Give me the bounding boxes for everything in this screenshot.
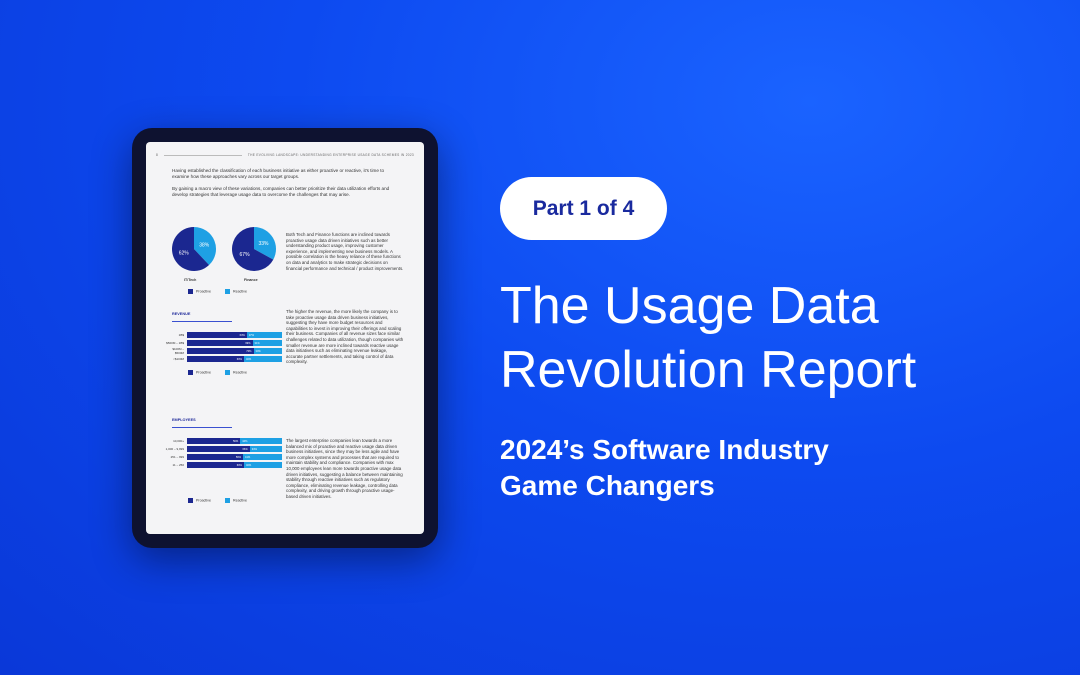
text-functions: Both Tech and Finance functions are incl…	[286, 232, 404, 271]
employees-bar-label: 10,000+	[173, 439, 184, 443]
legend-reactive: Reactive	[224, 498, 247, 503]
employees-bar-reactive: 44%	[240, 438, 282, 444]
pie-label-finance: Finance	[244, 278, 258, 282]
revenue-title: REVENUE	[172, 312, 191, 316]
text-employees: The largest enterprise companies lean to…	[286, 438, 403, 499]
employees-legend: Proactive Reactive	[188, 498, 247, 503]
pie-it-tech-slice-proactive	[172, 227, 210, 271]
pie-chart-it-tech: 38% 62%	[172, 227, 216, 271]
revenue-bar-reactive: 31%	[252, 340, 282, 346]
revenue-bar-track: 70% 30%	[187, 348, 282, 354]
revenue-bar-row: 1B$ 63% 37%	[164, 332, 282, 338]
revenue-bar-label: 1B$	[178, 333, 184, 337]
pie-it-tech-slice-reactive	[194, 227, 216, 266]
employees-title: EMPLOYEES	[172, 418, 196, 422]
employees-bar-proactive: 66%	[187, 446, 250, 452]
legend-reactive-label: Reactive	[232, 289, 247, 294]
employees-rule	[172, 427, 232, 428]
revenue-bar-reactive: 40%	[244, 356, 282, 362]
legend-reactive-label: Reactive	[232, 370, 247, 375]
legend-swatch-reactive	[224, 289, 230, 294]
legend-reactive: Reactive	[224, 289, 247, 294]
legend-proactive-label: Proactive	[196, 370, 211, 375]
employees-bars: 10,000+ 56% 44% 1,000 – 9,999 66% 34% 251 – 99…	[164, 438, 282, 470]
legend-swatch-proactive	[188, 498, 193, 503]
employees-bar-reactive: 40%	[244, 462, 282, 468]
employees-bar-proactive: 60%	[187, 462, 244, 468]
report-page-preview: 8 THE EVOLVING LANDSCAPE: UNDERSTANDING …	[146, 142, 424, 534]
pie-finance-label-reactive: 33%	[258, 241, 269, 247]
employees-bar-track: 56% 44%	[187, 438, 282, 444]
subtitle-line-2: Game Changers	[500, 470, 715, 501]
pie-it-tech-label-proactive: 62%	[179, 251, 190, 257]
part-badge: Part 1 of 4	[500, 177, 667, 240]
revenue-bar-track: 69% 31%	[187, 340, 282, 346]
report-title: The Usage Data Revolution Report	[500, 274, 1060, 402]
revenue-bar-row: $100M – $500M 70% 30%	[164, 347, 282, 355]
revenue-bar-proactive: 60%	[187, 356, 244, 362]
employees-bar-label: 251 – 999	[170, 455, 184, 459]
legend-reactive: Reactive	[224, 370, 247, 375]
revenue-bar-label: $100M – $500M	[172, 347, 184, 355]
revenue-bars: 1B$ 63% 37% $500M – 1B$ 69% 31% $100M – $500M 7…	[164, 332, 282, 364]
revenue-bar-track: 60% 40%	[187, 356, 282, 362]
revenue-bar-label: $500M – 1B$	[166, 341, 184, 345]
intro-paragraph-2: By gaining a macro view of these variati…	[172, 186, 390, 197]
employees-bar-track: 66% 34%	[187, 446, 282, 452]
employees-bar-track: 60% 40%	[187, 462, 282, 468]
revenue-bar-proactive: 70%	[187, 348, 254, 354]
title-line-2: Revolution Report	[500, 341, 917, 399]
employees-bar-label: 1,000 – 9,999	[165, 447, 184, 451]
employees-bar-track: 59% 41%	[187, 454, 282, 460]
pie-it-tech-label-reactive: 38%	[199, 242, 210, 248]
employees-bar-row: 10,000+ 56% 44%	[164, 438, 282, 444]
revenue-bar-proactive: 69%	[187, 340, 253, 346]
employees-bar-reactive: 34%	[249, 446, 282, 452]
doc-header-title: THE EVOLVING LANDSCAPE: UNDERSTANDING EN…	[247, 153, 414, 157]
title-line-1: The Usage Data	[500, 277, 879, 335]
intro-paragraph-1: Having established the classification of…	[172, 168, 385, 179]
revenue-bar-proactive: 63%	[187, 332, 247, 338]
employees-bar-reactive: 41%	[243, 454, 282, 460]
legend-swatch-proactive	[188, 289, 193, 294]
revenue-legend: Proactive Reactive	[188, 370, 247, 375]
page-number: 8	[156, 153, 159, 157]
subtitle-line-1: 2024’s Software Industry	[500, 434, 829, 465]
pie-finance-label-proactive: 67%	[240, 252, 251, 258]
revenue-bar-row: <$100M 60% 40%	[164, 356, 282, 362]
employees-bar-row: 1,000 – 9,999 66% 34%	[164, 446, 282, 452]
legend-proactive: Proactive	[188, 289, 211, 294]
header-rule	[164, 154, 242, 156]
doc-header: 8 THE EVOLVING LANDSCAPE: UNDERSTANDING …	[156, 150, 414, 160]
employees-bar-proactive: 56%	[187, 438, 241, 444]
pie-finance-slice-reactive	[254, 227, 276, 260]
legend-proactive-label: Proactive	[196, 289, 211, 294]
legend-swatch-reactive	[224, 498, 230, 503]
pie-label-it-tech: IT/Tech	[184, 278, 197, 282]
employees-bar-row: 251 – 999 59% 41%	[164, 454, 282, 460]
employees-bar-proactive: 59%	[187, 454, 244, 460]
revenue-bar-row: $500M – 1B$ 69% 31%	[164, 340, 282, 346]
pie-finance-slice-proactive	[232, 227, 274, 271]
pie-legend: Proactive Reactive	[188, 289, 247, 294]
revenue-bar-label: <$100M	[173, 357, 184, 361]
tablet-device: 8 THE EVOLVING LANDSCAPE: UNDERSTANDING …	[132, 128, 438, 548]
employees-bar-label: 11 – 250	[172, 463, 184, 467]
legend-proactive-label: Proactive	[196, 498, 211, 503]
pie-chart-finance: 33% 67%	[232, 227, 276, 271]
revenue-bar-reactive: 30%	[253, 348, 282, 354]
legend-proactive: Proactive	[188, 498, 211, 503]
revenue-bar-track: 63% 37%	[187, 332, 282, 338]
text-revenue: The higher the revenue, the more likely …	[286, 309, 404, 365]
legend-swatch-reactive	[224, 370, 230, 375]
legend-swatch-proactive	[188, 370, 193, 375]
report-subtitle: 2024’s Software Industry Game Changers	[500, 432, 1020, 504]
revenue-bar-reactive: 37%	[246, 332, 282, 338]
revenue-rule	[172, 321, 232, 322]
legend-reactive-label: Reactive	[232, 498, 247, 503]
employees-bar-row: 11 – 250 60% 40%	[164, 462, 282, 468]
legend-proactive: Proactive	[188, 370, 211, 375]
